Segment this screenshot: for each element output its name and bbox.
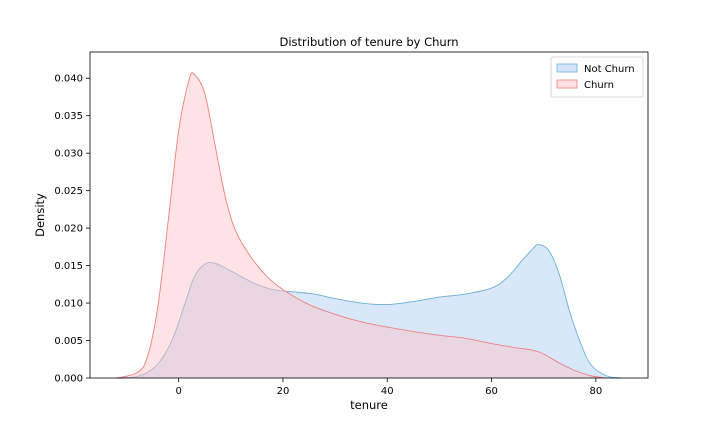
- x-tick-label: 0: [175, 386, 181, 397]
- y-tick-label: 0.015: [54, 261, 83, 272]
- y-tick-label: 0.035: [54, 111, 83, 122]
- series-line-not-churn: [116, 244, 622, 379]
- y-tick-label: 0.040: [54, 74, 83, 85]
- y-tick-label: 0.000: [54, 374, 83, 385]
- y-axis: 0.000 0.005 0.010 0.015 0.020 0.025 0.030 0.035…: [54, 74, 90, 385]
- x-tick-label: 40: [381, 386, 394, 397]
- plot-frame: [89, 51, 649, 379]
- x-tick-label: 80: [589, 386, 602, 397]
- chart-title: Distribution of tenure by Churn: [279, 35, 458, 49]
- x-tick-label: 20: [277, 386, 290, 397]
- series-area-churn: [116, 72, 607, 378]
- legend-box: [550, 56, 644, 98]
- legend-label-churn: Churn: [584, 80, 614, 91]
- y-axis-label: Density: [33, 193, 47, 237]
- y-tick-label: 0.025: [54, 186, 83, 197]
- legend: Not Churn Churn: [550, 56, 644, 98]
- x-axis: 0 20 40 60 80: [175, 378, 602, 397]
- legend-swatch-churn: [556, 79, 578, 89]
- x-axis-label: tenure: [350, 398, 388, 412]
- y-tick-label: 0.030: [54, 149, 83, 160]
- legend-label-not-churn: Not Churn: [584, 64, 635, 75]
- y-tick-label: 0.010: [54, 299, 83, 310]
- y-tick-label: 0.005: [54, 336, 83, 347]
- x-tick-label: 60: [485, 386, 498, 397]
- series-layer: [115, 72, 622, 379]
- y-tick-label: 0.020: [54, 224, 83, 235]
- series-line-churn: [115, 72, 607, 379]
- legend-swatch-not-churn: [556, 63, 578, 73]
